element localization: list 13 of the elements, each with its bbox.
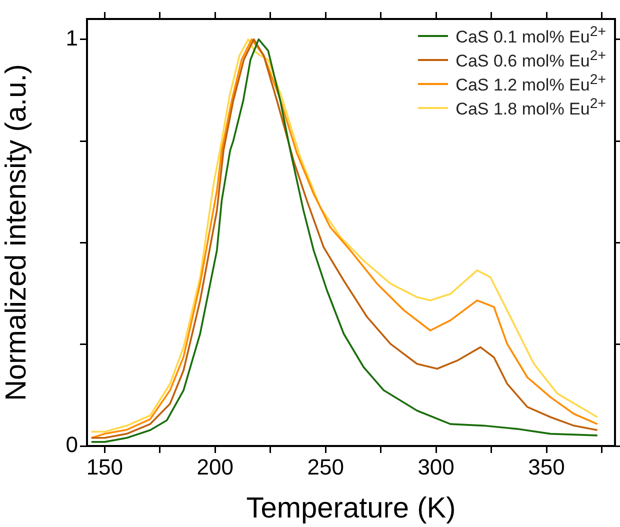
legend-label: CaS 1.2 mol% Eu$^{2+}$ <box>456 72 606 96</box>
x-tick-label: 200 <box>196 454 234 480</box>
legend-label: CaS 0.6 mol% Eu$^{2+}$ <box>456 48 606 72</box>
x-tick-label: 150 <box>86 454 124 480</box>
x-tick-label: 250 <box>307 454 344 480</box>
legend-label: CaS 1.8 mol% Eu$^{2+}$ <box>456 96 606 120</box>
legend-label: CaS 0.1 mol% Eu$^{2+}$ <box>456 24 606 48</box>
x-axis-title: Temperature (K) <box>246 492 456 525</box>
y-tick-label: 1 <box>66 25 78 50</box>
x-tick-label: 300 <box>418 454 454 480</box>
x-tick-label: 350 <box>528 454 565 480</box>
y-axis-title: Normalized intensity (a.u.) <box>0 64 32 401</box>
y-tick-label: 0 <box>66 432 78 458</box>
